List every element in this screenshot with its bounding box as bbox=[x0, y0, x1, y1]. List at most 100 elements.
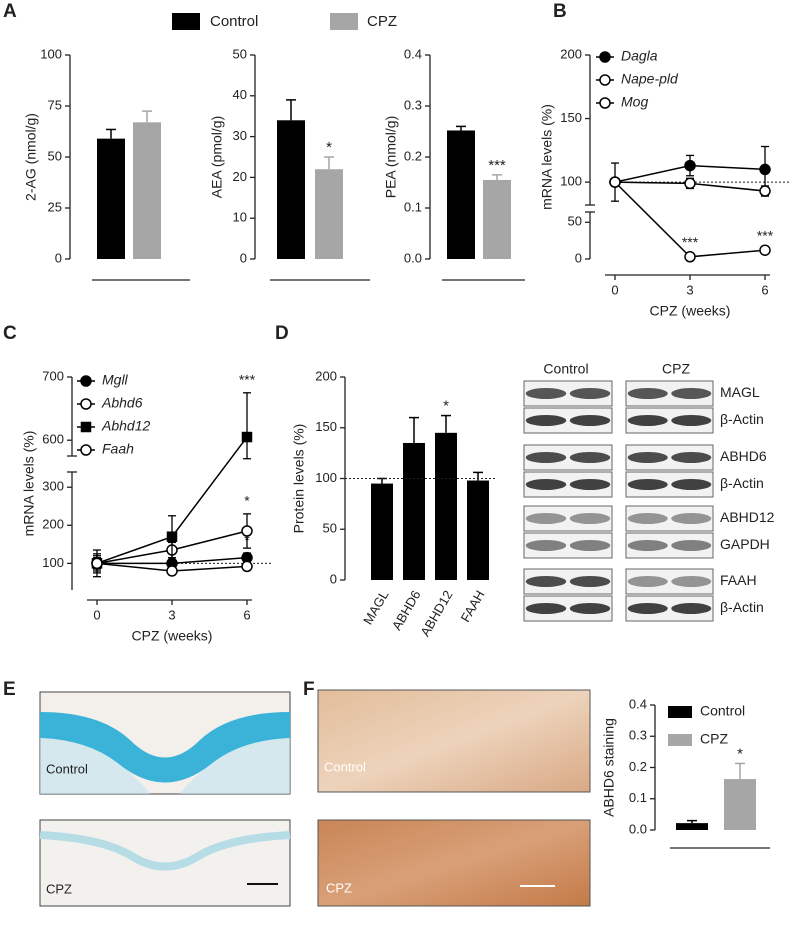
y-tick-label: 50 bbox=[48, 148, 62, 163]
bar bbox=[447, 130, 475, 259]
blot-band bbox=[569, 388, 611, 399]
stained-region bbox=[39, 831, 291, 871]
legend-swatch bbox=[172, 13, 200, 30]
blot-band bbox=[525, 513, 567, 524]
blot-band bbox=[569, 513, 611, 524]
legend-swatch bbox=[668, 734, 692, 746]
y-tick-label: 0 bbox=[330, 571, 337, 586]
y-axis-label: Protein levels (%) bbox=[291, 424, 307, 534]
stained-region bbox=[40, 712, 290, 783]
data-point bbox=[759, 163, 771, 176]
x-tick-label: 6 bbox=[243, 607, 250, 622]
y-axis-label: PEA (nmol/g) bbox=[383, 116, 399, 198]
blot-label: β-Actin bbox=[720, 411, 764, 427]
y-tick-label: 100 bbox=[40, 46, 62, 61]
blot-band bbox=[569, 576, 611, 587]
blot-header: Control bbox=[543, 361, 588, 377]
y-tick-label: 100 bbox=[42, 555, 64, 570]
x-axis-label: CPZ (weeks) bbox=[132, 628, 213, 644]
legend-label: Nape-pld bbox=[621, 71, 679, 87]
image-label: Control bbox=[324, 759, 366, 774]
y-tick-label: 0.1 bbox=[404, 199, 422, 214]
blot-band bbox=[525, 540, 567, 551]
y-tick-label: 0 bbox=[55, 250, 62, 265]
y-tick-label: 20 bbox=[233, 169, 247, 184]
legend-marker bbox=[80, 375, 92, 387]
x-tick-label: 0 bbox=[93, 607, 100, 622]
blot-band bbox=[525, 576, 567, 587]
y-tick-label: 0.2 bbox=[629, 759, 647, 774]
blot-band bbox=[569, 452, 611, 463]
blot-label: ABHD6 bbox=[720, 448, 767, 464]
y-tick-label: 50 bbox=[323, 521, 337, 536]
y-axis-label: 2-AG (nmol/g) bbox=[23, 113, 39, 201]
data-point bbox=[241, 560, 253, 573]
blot-band bbox=[627, 513, 668, 524]
blot-band bbox=[569, 603, 611, 614]
stained-region bbox=[180, 738, 290, 794]
y-tick-label: 10 bbox=[233, 210, 247, 225]
blot-band bbox=[671, 415, 712, 426]
x-axis-label: CPZ (weeks) bbox=[650, 303, 731, 319]
y-tick-label: 200 bbox=[560, 46, 582, 61]
legend-marker bbox=[599, 97, 611, 109]
x-tick-label: 3 bbox=[686, 282, 693, 297]
legend-label: Faah bbox=[102, 441, 134, 457]
legend-label: Control bbox=[210, 13, 258, 30]
blot-band bbox=[627, 388, 668, 399]
x-tick-label: 0 bbox=[611, 282, 618, 297]
data-point bbox=[684, 251, 696, 263]
significance: *** bbox=[757, 227, 774, 243]
blot-band bbox=[671, 388, 712, 399]
y-tick-label: 300 bbox=[42, 479, 64, 494]
blot-band bbox=[671, 513, 712, 524]
blot-band bbox=[569, 540, 611, 551]
x-tick-label: MAGL bbox=[360, 588, 391, 627]
data-point bbox=[166, 565, 178, 577]
image-label: CPZ bbox=[46, 881, 72, 896]
bar bbox=[97, 138, 125, 259]
blot-band bbox=[671, 576, 712, 587]
legend-label: Mog bbox=[621, 94, 648, 110]
blot-band bbox=[569, 415, 611, 426]
significance: * bbox=[737, 745, 743, 762]
legend-marker bbox=[80, 398, 92, 410]
bar bbox=[676, 823, 708, 830]
y-tick-label: 0 bbox=[240, 250, 247, 265]
y-tick-label: 0.1 bbox=[629, 790, 647, 805]
blot-band bbox=[525, 452, 567, 463]
bar bbox=[315, 169, 343, 259]
y-tick-label: 0.4 bbox=[629, 696, 647, 711]
panel-label: D bbox=[275, 323, 289, 344]
y-tick-label: 100 bbox=[315, 470, 337, 485]
y-tick-label: 50 bbox=[233, 46, 247, 61]
image-label: CPZ bbox=[326, 880, 352, 895]
blot-band bbox=[627, 415, 668, 426]
blot-band bbox=[671, 452, 712, 463]
panel-label: B bbox=[553, 1, 567, 22]
panel-label: F bbox=[303, 679, 315, 700]
image-label: Control bbox=[46, 761, 88, 776]
legend-marker bbox=[599, 74, 611, 86]
y-tick-label: 25 bbox=[48, 199, 62, 214]
y-tick-label: 40 bbox=[233, 87, 247, 102]
y-tick-label: 200 bbox=[315, 368, 337, 383]
y-tick-label: 30 bbox=[233, 128, 247, 143]
stained-region bbox=[40, 738, 150, 794]
bar bbox=[435, 432, 457, 580]
y-axis-label: mRNA levels (%) bbox=[539, 104, 555, 210]
data-point bbox=[684, 159, 696, 172]
legend-label: Abhd12 bbox=[101, 418, 150, 434]
legend-label: Dagla bbox=[621, 48, 658, 64]
y-axis-label: mRNA levels (%) bbox=[21, 431, 37, 537]
blot-band bbox=[627, 603, 668, 614]
blot-band bbox=[525, 415, 567, 426]
legend-label: Control bbox=[700, 703, 745, 719]
blot-label: MAGL bbox=[720, 384, 760, 400]
blot-band bbox=[627, 479, 668, 490]
legend-label: CPZ bbox=[700, 731, 728, 747]
blot-header: CPZ bbox=[662, 361, 690, 377]
blot-band bbox=[569, 479, 611, 490]
y-axis-label: ABHD6 staining bbox=[601, 718, 617, 817]
